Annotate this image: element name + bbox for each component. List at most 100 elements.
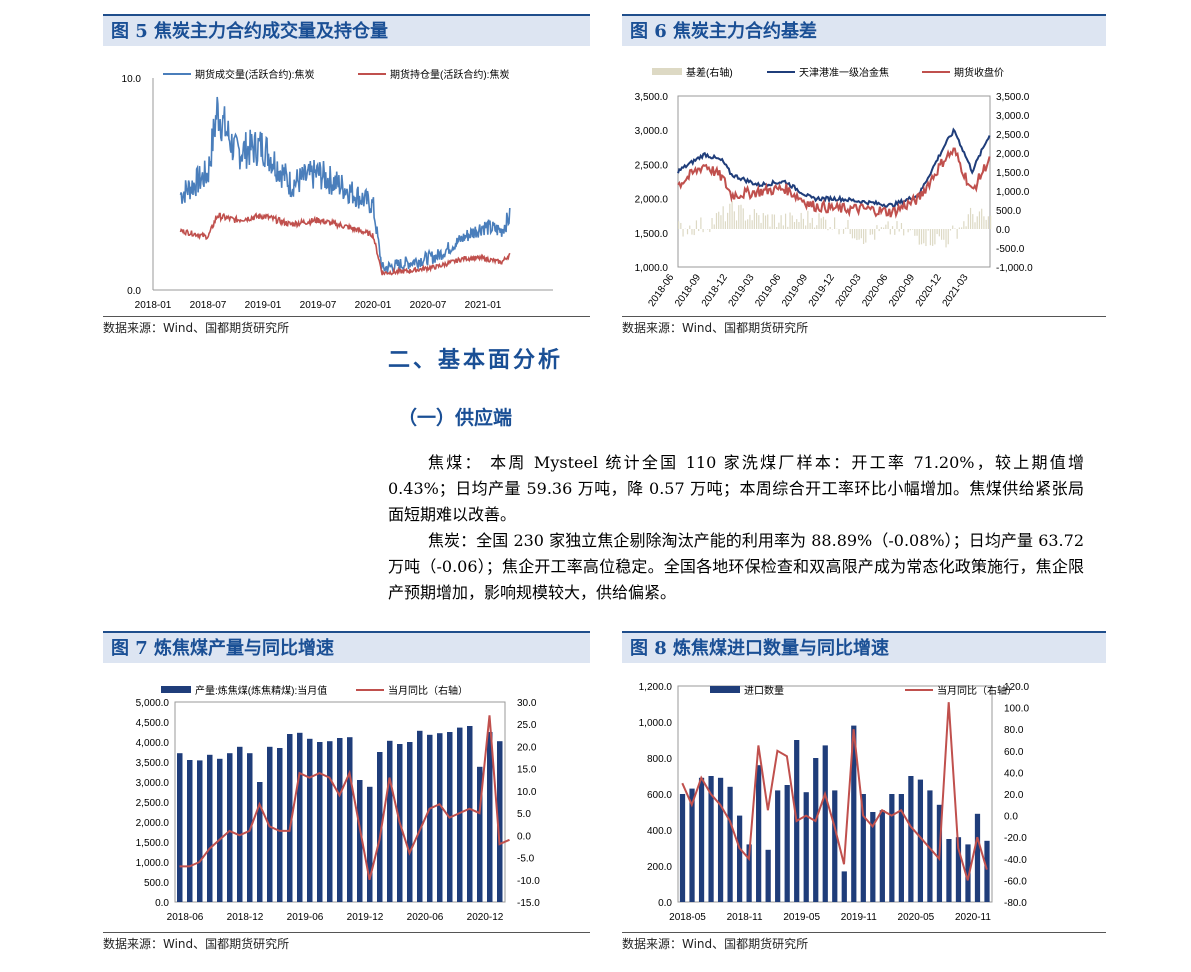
basis-bar — [963, 221, 965, 229]
basis-bar — [947, 229, 949, 245]
x-tick-label: 2020-06 — [860, 272, 890, 309]
y2-tick-label: -15.0 — [517, 898, 540, 909]
y2-tick-label: 500.0 — [996, 206, 1021, 217]
basis-bar — [771, 214, 773, 229]
basis-bar — [887, 221, 889, 229]
x-tick-label: 2020-11 — [955, 912, 991, 923]
y-tick-label: 4,500.0 — [136, 718, 170, 729]
x-tick-label: 2020-12 — [914, 272, 944, 309]
y-tick-label: 1,500.0 — [635, 229, 669, 240]
basis-bar — [751, 220, 753, 229]
y2-tick-label: 25.0 — [517, 720, 537, 731]
y-tick-label: 1,000.0 — [136, 858, 170, 869]
x-tick-label: 2018-06 — [167, 912, 204, 923]
data-bar — [841, 871, 847, 902]
data-bar — [889, 794, 895, 902]
basis-bar — [811, 217, 813, 229]
basis-bar — [798, 222, 800, 229]
basis-bar — [940, 229, 943, 240]
x-tick-label: 2018-07 — [190, 300, 227, 311]
y-tick-label: 0.0 — [127, 286, 141, 297]
y-tick-label: 1,200.0 — [639, 682, 673, 693]
basis-bar — [854, 229, 856, 239]
data-bar — [736, 815, 743, 902]
y2-tick-label: 20.0 — [517, 742, 537, 753]
basis-bar — [976, 216, 978, 229]
data-bar — [257, 782, 263, 902]
data-bar — [267, 746, 273, 902]
x-tick-label: 2019-12 — [807, 272, 837, 309]
y2-tick-label: -5.0 — [517, 854, 535, 865]
basis-bar — [787, 226, 789, 229]
y2-tick-label: 2,000.0 — [996, 149, 1030, 160]
chart-figure-6: 1,000.0 1,500.0 2,000.0 2,500.0 3,000.0 3,500… — [622, 60, 1106, 315]
basis-bar — [936, 229, 938, 235]
data-bar — [197, 760, 203, 902]
legend-swatch — [652, 68, 682, 75]
basis-bar — [722, 206, 724, 229]
data-bar — [317, 742, 323, 902]
data-bar — [870, 812, 876, 902]
data-bar — [775, 790, 781, 902]
basis-bar — [702, 229, 704, 233]
basis-bar — [686, 229, 689, 235]
paragraph-coking-coal: 焦煤： 本周 Mysteel 统计全国 110 家洗煤厂样本：开工率 71.20… — [388, 453, 1084, 524]
basis-bar — [856, 229, 858, 241]
figure-source: 数据来源：Wind、国都期货研究所 — [103, 932, 590, 952]
basis-bar — [820, 218, 822, 229]
figure-source: 数据来源：Wind、国都期货研究所 — [622, 316, 1106, 336]
x-tick-label: 2018-01 — [135, 300, 172, 311]
x-tick-label: 2018-11 — [727, 912, 763, 923]
basis-bar — [740, 204, 742, 229]
basis-bar — [680, 222, 682, 229]
basis-bar — [927, 229, 929, 231]
basis-bar — [878, 229, 880, 232]
y2-tick-label: -20.0 — [1004, 833, 1027, 844]
basis-bar — [678, 221, 680, 229]
basis-bar — [934, 229, 936, 245]
basis-bar — [938, 229, 940, 237]
basis-bar — [693, 229, 695, 236]
y-tick-label: 3,500.0 — [136, 758, 170, 769]
basis-bar — [961, 227, 963, 229]
y-tick-label: 3,500.0 — [635, 92, 669, 103]
y2-tick-label: -1,000.0 — [996, 263, 1033, 274]
legend-label: 产量:炼焦煤(炼焦精煤):当月值 — [195, 684, 327, 697]
data-bar — [467, 726, 473, 902]
basis-bar — [744, 220, 747, 229]
basis-bar — [871, 229, 874, 235]
x-tick-label: 2020-06 — [407, 912, 444, 923]
basis-bar — [900, 223, 903, 229]
y2-tick-label: 0.0 — [996, 225, 1010, 236]
y2-tick-label: 0.0 — [517, 831, 531, 842]
basis-bar — [738, 205, 740, 229]
data-bar — [813, 758, 819, 902]
basis-bar — [747, 219, 749, 229]
legend-label: 进口数量 — [744, 684, 784, 697]
y-tick-label: 600.0 — [647, 790, 672, 801]
basis-bar — [724, 221, 726, 229]
x-tick-label: 2019-09 — [780, 272, 810, 309]
x-tick-label: 2020-07 — [410, 300, 447, 311]
basis-bar — [923, 229, 925, 244]
y2-tick-label: 10.0 — [517, 787, 537, 798]
basis-bar — [809, 222, 811, 229]
basis-bar — [807, 210, 809, 229]
basis-bar — [858, 229, 860, 240]
y-tick-label: 5,000.0 — [136, 698, 170, 709]
y-tick-label: 4,000.0 — [136, 738, 170, 749]
y2-tick-label: 1,000.0 — [996, 187, 1030, 198]
data-bar — [908, 776, 914, 902]
basis-bar — [784, 213, 787, 229]
basis-bar — [891, 226, 894, 229]
basis-bar — [802, 218, 804, 229]
y2-tick-label: -60.0 — [1004, 876, 1027, 887]
basis-bar — [709, 229, 711, 233]
y2-tick-label: 100.0 — [1004, 704, 1029, 715]
x-tick-label: 2019-05 — [783, 912, 820, 923]
y2-tick-label: 80.0 — [1004, 725, 1024, 736]
y-tick-label: 1,000.0 — [639, 718, 673, 729]
data-bar — [207, 754, 213, 902]
y2-tick-label: -40.0 — [1004, 855, 1027, 866]
legend-label: 期货成交量(活跃合约):焦炭 — [195, 68, 314, 81]
